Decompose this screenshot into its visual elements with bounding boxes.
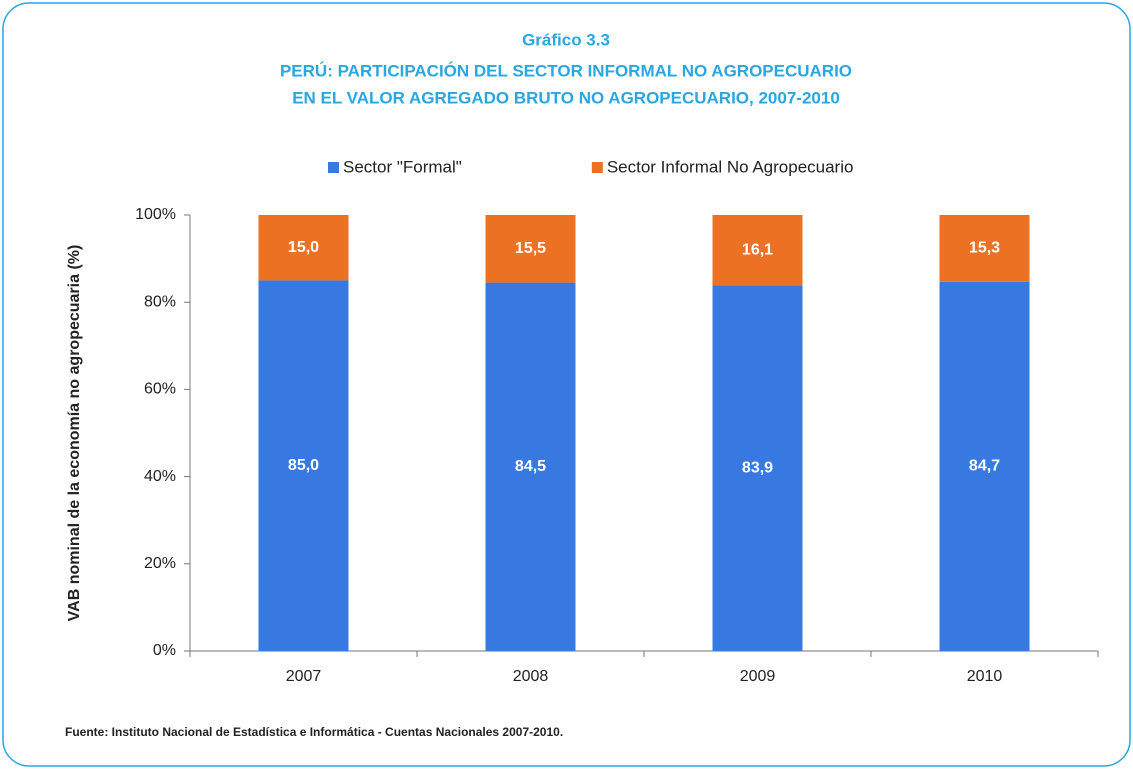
- y-tick-label: 0%: [153, 642, 176, 659]
- y-tick-label: 40%: [144, 468, 176, 485]
- chart-subtitle: EN EL VALOR AGREGADO BRUTO NO AGROPECUAR…: [292, 88, 840, 107]
- x-tick-label: 2010: [967, 668, 1003, 685]
- data-label: 83,9: [742, 459, 773, 476]
- bar-segment: [485, 215, 576, 283]
- bar-segment: [712, 285, 803, 651]
- legend-label: Sector "Formal": [343, 157, 462, 176]
- bar-segment: [258, 280, 349, 651]
- data-label: 15,3: [969, 240, 1000, 257]
- legend-swatch: [328, 162, 339, 173]
- chart-title: Gráfico 3.3: [522, 30, 610, 49]
- y-tick-label: 20%: [144, 555, 176, 572]
- chart-subtitle: PERÚ: PARTICIPACIÓN DEL SECTOR INFORMAL …: [280, 61, 852, 80]
- data-label: 16,1: [742, 241, 773, 258]
- bar-segment: [485, 282, 576, 651]
- legend-label: Sector Informal No Agropecuario: [607, 157, 854, 176]
- x-tick-label: 2007: [286, 668, 322, 685]
- bar-segment: [712, 215, 803, 286]
- bar-segment: [939, 215, 1030, 282]
- legend-swatch: [591, 162, 603, 173]
- y-tick-label: 100%: [135, 206, 176, 223]
- x-tick-label: 2008: [513, 668, 549, 685]
- source-note: Fuente: Instituto Nacional de Estadístic…: [65, 725, 563, 739]
- data-label: 15,5: [515, 240, 546, 257]
- bar-segment: [939, 281, 1030, 651]
- data-label: 84,5: [515, 458, 546, 475]
- data-label: 84,7: [969, 458, 1000, 475]
- y-axis-label: VAB nominal de la economía no agropecuar…: [66, 245, 83, 622]
- y-tick-label: 60%: [144, 381, 176, 398]
- bar-segment: [258, 215, 349, 281]
- data-label: 85,0: [288, 457, 319, 474]
- x-tick-label: 2009: [740, 668, 776, 685]
- y-tick-label: 80%: [144, 293, 176, 310]
- data-label: 15,0: [288, 239, 319, 256]
